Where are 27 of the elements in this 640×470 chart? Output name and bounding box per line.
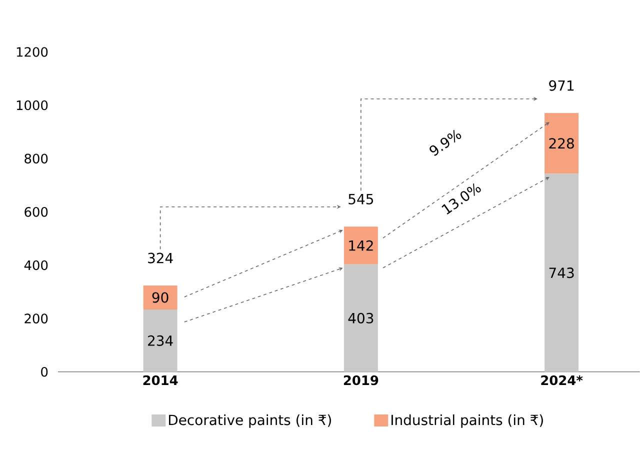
data-label: 228 [549, 138, 574, 149]
total-label: 971 [549, 80, 574, 91]
data-label: 403 [348, 312, 374, 324]
y-tick-label: 1200 [16, 47, 48, 57]
x-tick-label: 2014 [143, 375, 178, 386]
data-label: 142 [349, 240, 373, 251]
y-tick-label: 600 [24, 207, 48, 217]
data-label: 743 [549, 268, 574, 278]
bar [344, 264, 378, 372]
bar [344, 226, 378, 265]
bar [143, 286, 178, 310]
y-tick-label: 1000 [16, 100, 48, 110]
y-tick-label: 0 [41, 367, 48, 377]
y-tick-label: 200 [24, 314, 48, 324]
x-tick-label: 2019 [344, 375, 378, 386]
total-label: 545 [348, 194, 374, 204]
bar [544, 174, 579, 372]
data-label: 234 [148, 335, 173, 346]
data-label: 90 [152, 292, 168, 303]
legend-label: Industrial paints (in ₹) [392, 414, 543, 428]
bar [143, 310, 178, 372]
x-tick-label: 2024* [541, 375, 583, 386]
bar [544, 113, 579, 174]
y-tick-label: 400 [24, 260, 48, 270]
legend-label: Decorative paints (in ₹) [169, 414, 331, 428]
y-tick-label: 800 [24, 154, 48, 164]
total-label: 324 [148, 252, 173, 264]
